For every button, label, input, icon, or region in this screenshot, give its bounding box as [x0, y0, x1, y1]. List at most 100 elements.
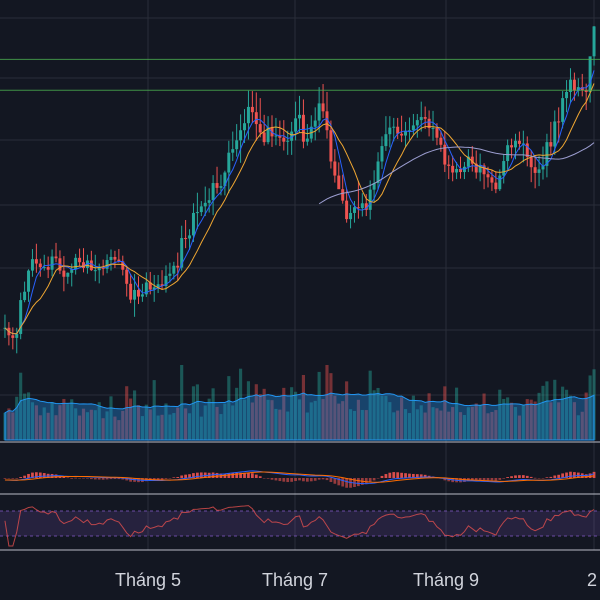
volume-bar [250, 402, 254, 440]
candle-body [215, 183, 219, 188]
volume-bar [254, 384, 258, 440]
candle-body [294, 118, 298, 132]
candle-body [447, 164, 451, 166]
candle-body [356, 207, 360, 209]
macd-histogram-bar [23, 475, 26, 478]
candle-body [498, 175, 502, 190]
candle-body [207, 200, 211, 203]
volume-bar [7, 408, 11, 440]
volume-bar [168, 414, 172, 440]
macd-histogram-bar [258, 476, 262, 478]
macd-histogram-bar [510, 476, 513, 478]
candle-body [250, 106, 254, 113]
volume-bar [15, 396, 19, 440]
macd-histogram-bar [486, 478, 490, 481]
macd-histogram-bar [412, 473, 415, 478]
volume-bar [199, 416, 203, 440]
volume-bar [219, 414, 223, 440]
macd-histogram-bar [262, 478, 266, 479]
volume-bar [490, 411, 494, 440]
macd-histogram-bar [278, 478, 282, 482]
macd-histogram-bar [93, 478, 97, 480]
candle-body [156, 284, 160, 288]
macd-histogram-bar [482, 478, 486, 481]
candle-body [455, 168, 459, 173]
macd-histogram-bar [341, 478, 345, 487]
candle-body [82, 262, 85, 268]
macd-histogram-bar [533, 477, 537, 479]
macd-signal-line [4, 471, 595, 483]
candle-body [510, 145, 514, 148]
macd-histogram-bar [38, 472, 42, 478]
volume-bar [396, 410, 400, 440]
volume-bar [372, 390, 376, 440]
candle-body [121, 261, 125, 270]
volume-bar [333, 395, 337, 440]
candle-body [392, 126, 396, 128]
candle-body [262, 132, 266, 143]
macd-histogram-bar [396, 472, 400, 478]
macd-histogram-bar [569, 471, 572, 478]
macd-histogram-bar [529, 476, 533, 478]
macd-histogram-bar [113, 478, 117, 479]
macd-histogram-bar [317, 478, 321, 480]
candle-body [568, 79, 572, 92]
volume-bar [66, 404, 70, 440]
candle-body [168, 273, 172, 276]
volume-bar [191, 386, 196, 440]
macd-histogram-bar [227, 473, 231, 478]
volume-bar [129, 398, 133, 440]
candle-body [451, 165, 455, 173]
volume-bar [443, 386, 447, 440]
ma-fast-line [4, 70, 595, 335]
volume-bar [290, 387, 294, 440]
candle-body [333, 161, 337, 176]
volume-bar [321, 399, 325, 440]
volume-bar [164, 403, 168, 440]
volume-bar [160, 414, 164, 440]
macd-histogram-bar [309, 478, 313, 482]
macd-histogram-bar [514, 475, 517, 478]
price-candles[interactable] [3, 25, 596, 354]
macd-indicator [3, 470, 596, 488]
macd-histogram-bar [35, 472, 38, 478]
candle-body [85, 260, 89, 268]
volume-bar [78, 415, 82, 440]
macd-histogram-bar [392, 472, 396, 478]
macd-histogram-bar [286, 478, 290, 483]
candle-body [584, 90, 588, 92]
volume-bar [58, 405, 62, 440]
candle-body [427, 118, 431, 129]
candle-body [188, 235, 192, 239]
volume-bar [74, 408, 78, 440]
volume-bar [458, 412, 463, 440]
macd-histogram-bar [121, 478, 125, 480]
volume-bar [266, 399, 270, 440]
candle-body [506, 145, 510, 162]
candle-body [431, 128, 435, 130]
macd-histogram-bar [561, 473, 564, 478]
candle-body [396, 126, 400, 134]
volume-bar [148, 409, 152, 440]
macd-histogram-bar [211, 472, 215, 478]
volume-bar [462, 415, 467, 440]
volume-bar [172, 413, 176, 440]
candle-body [172, 265, 176, 274]
macd-histogram-bar [388, 472, 392, 478]
candle-body [231, 149, 235, 153]
macd-histogram-bar [545, 477, 549, 478]
candle-body [266, 127, 270, 143]
candle-body [407, 130, 411, 132]
candle-body [502, 161, 506, 176]
volume-bar [242, 399, 247, 440]
volume-bar [423, 412, 427, 440]
volume-bar [329, 373, 333, 440]
macd-histogram-bar [15, 478, 19, 479]
x-tick-label: 2 [587, 570, 597, 590]
volume-bar [207, 398, 211, 440]
macd-histogram-bar [518, 475, 521, 478]
volume-bar [97, 402, 101, 440]
macd-histogram-bar [298, 478, 301, 481]
macd-histogram-bar [86, 478, 89, 479]
